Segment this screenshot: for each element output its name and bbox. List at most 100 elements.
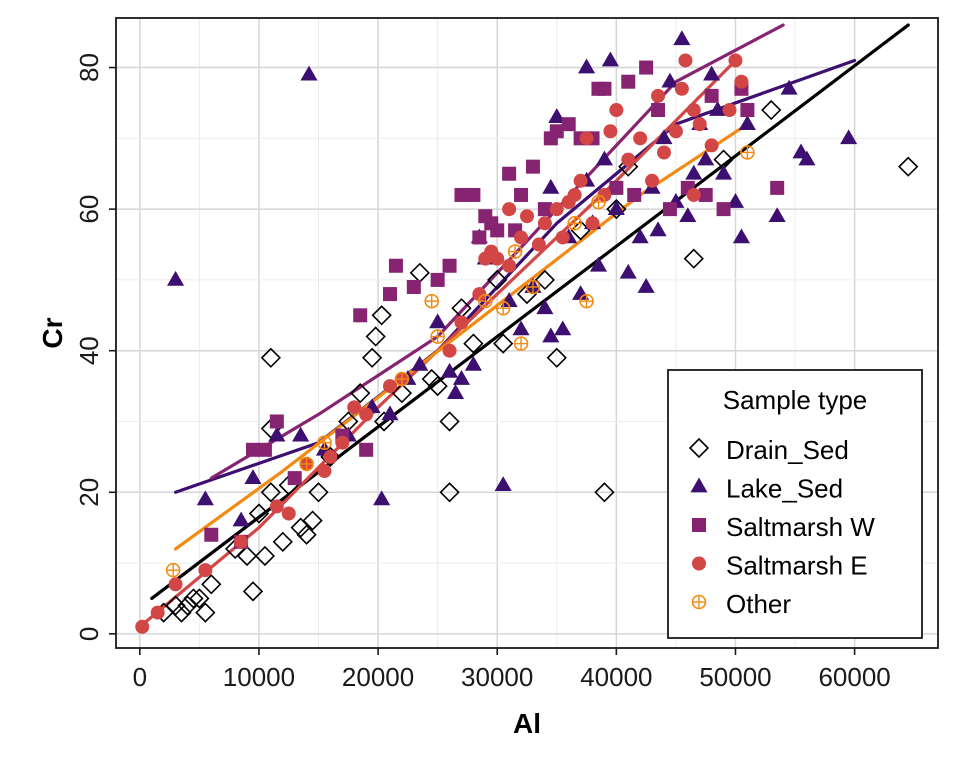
data-point-saltmarsh-e — [734, 74, 749, 89]
y-tick-label: 60 — [74, 195, 104, 224]
data-point-lake-sed — [512, 320, 530, 336]
data-point-saltmarsh-w — [525, 159, 540, 174]
x-tick-label: 20000 — [342, 662, 414, 692]
data-point-lake-sed — [685, 164, 703, 180]
data-point-saltmarsh-w — [490, 223, 505, 238]
data-point-lake-sed — [649, 221, 667, 237]
data-point-saltmarsh-w — [388, 258, 403, 273]
data-point-saltmarsh-w — [651, 103, 666, 118]
data-point-drain-sed — [371, 305, 392, 326]
legend-item-saltmarsh-w: Saltmarsh W — [692, 512, 875, 542]
y-tick-label: 40 — [74, 336, 104, 365]
data-point-drain-sed — [463, 333, 484, 354]
data-point-saltmarsh-e — [198, 563, 213, 578]
data-point-saltmarsh-e — [150, 605, 165, 620]
data-point-saltmarsh-e — [281, 506, 296, 521]
data-point-saltmarsh-w — [383, 287, 397, 302]
data-point-lake-sed — [244, 469, 262, 484]
legend-key-saltmarsh-e — [692, 556, 706, 571]
data-point-saltmarsh-w — [704, 88, 719, 103]
legend-label: Other — [726, 589, 791, 619]
data-point-drain-sed — [254, 545, 276, 567]
data-point-saltmarsh-w — [204, 527, 219, 542]
series-other — [165, 145, 755, 578]
data-point-drain-sed — [242, 581, 264, 602]
data-point-saltmarsh-w — [454, 187, 469, 202]
data-point-saltmarsh-e — [317, 464, 332, 479]
data-point-lake-sed — [631, 228, 649, 244]
data-point-drain-sed — [260, 482, 282, 503]
data-point-saltmarsh-e — [168, 577, 183, 592]
data-point-lake-sed — [167, 270, 185, 286]
data-point-drain-sed — [183, 588, 204, 609]
data-point-saltmarsh-e — [135, 619, 150, 634]
data-point-saltmarsh-e — [621, 152, 636, 167]
data-point-lake-sed — [292, 426, 310, 442]
data-point-saltmarsh-e — [651, 88, 666, 103]
data-point-other — [513, 336, 529, 351]
data-point-drain-sed — [439, 482, 460, 503]
data-point-drain-sed — [618, 156, 639, 177]
trend-line-lake-sed — [173, 58, 857, 494]
data-point-drain-sed — [248, 503, 270, 524]
data-point-lake-sed — [715, 164, 733, 180]
y-axis-title: Cr — [37, 317, 68, 348]
data-point-saltmarsh-e — [442, 343, 457, 358]
data-point-other — [317, 435, 332, 451]
data-point-drain-sed — [272, 531, 293, 552]
x-tick-label: 10000 — [223, 662, 295, 692]
data-point-lake-sed — [373, 490, 391, 506]
legend-items: Drain_Sed Lake_Sed Saltmarsh W Saltmarsh E O… — [688, 435, 875, 619]
data-point-lake-sed — [726, 193, 745, 208]
data-point-saltmarsh-w — [621, 74, 636, 89]
data-point-other — [495, 300, 511, 316]
data-point-drain-sed — [302, 510, 323, 531]
data-point-drain-sed — [493, 333, 514, 354]
data-point-saltmarsh-w — [597, 81, 612, 96]
data-point-saltmarsh-w — [442, 258, 457, 273]
data-point-saltmarsh-w — [287, 471, 302, 486]
data-point-saltmarsh-e — [359, 407, 374, 422]
data-point-other — [567, 215, 582, 231]
data-point-saltmarsh-e — [579, 131, 594, 146]
data-point-drain-sed — [683, 248, 704, 269]
data-point-saltmarsh-e — [269, 499, 284, 514]
data-point-drain-sed — [487, 269, 508, 291]
data-point-saltmarsh-w — [609, 180, 624, 195]
data-point-saltmarsh-w — [549, 124, 564, 139]
data-point-lake-sed — [572, 285, 590, 300]
data-point-saltmarsh-e — [722, 103, 737, 118]
data-point-saltmarsh-w — [662, 202, 677, 217]
data-point-saltmarsh-e — [502, 258, 517, 273]
data-point-other — [430, 329, 445, 344]
data-point-lake-sed — [542, 178, 560, 194]
data-point-saltmarsh-e — [383, 379, 397, 394]
data-point-saltmarsh-e — [347, 400, 362, 415]
legend-title: Sample type — [723, 385, 868, 415]
legend-item-other: Other — [691, 589, 791, 619]
x-axis-ticks: 0 10000 20000 30000 40000 50000 60000 — [133, 648, 891, 692]
data-point-saltmarsh-e — [472, 287, 487, 302]
data-point-lake-sed — [589, 256, 608, 272]
data-point-drain-sed — [761, 99, 782, 121]
trend-line-saltmarsh-w — [209, 23, 785, 480]
data-point-saltmarsh-e — [490, 251, 505, 266]
legend: Sample type Drain_Sed Lake_Sed Saltmarsh W… — [667, 369, 923, 639]
data-point-lake-sed — [637, 277, 655, 293]
data-point-lake-sed — [542, 327, 560, 343]
data-point-saltmarsh-e — [609, 103, 624, 118]
data-point-other — [299, 456, 314, 472]
data-point-lake-sed — [429, 313, 447, 329]
data-point-saltmarsh-w — [466, 187, 481, 202]
data-point-saltmarsh-w — [430, 272, 445, 287]
data-point-saltmarsh-w — [269, 414, 284, 429]
legend-key-saltmarsh-w — [692, 518, 706, 532]
data-point-saltmarsh-w — [770, 180, 785, 195]
data-points — [135, 30, 919, 634]
data-point-saltmarsh-e — [454, 315, 469, 330]
data-point-drain-sed — [308, 482, 329, 503]
legend-box — [667, 369, 923, 639]
data-point-lake-sed — [840, 129, 858, 145]
series-drain-sed — [153, 99, 919, 623]
